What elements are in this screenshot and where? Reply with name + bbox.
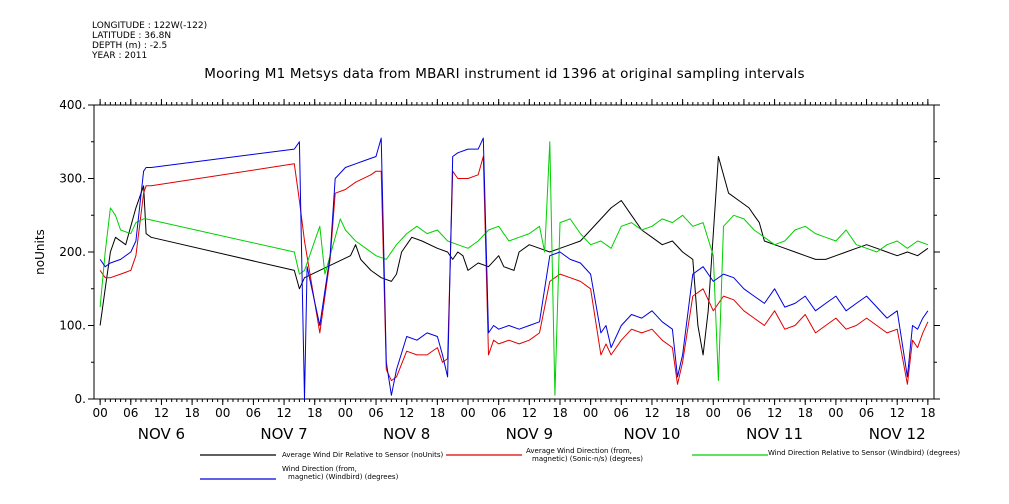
x-day-label: NOV 10 <box>624 425 681 443</box>
x-tick-label: 12 <box>522 406 537 420</box>
x-tick-label: 18 <box>920 406 935 420</box>
series-line-1 <box>99 156 929 385</box>
x-tick-label: 12 <box>399 406 414 420</box>
legend-label-1: Average Wind Direction (from, magnetic) (… <box>526 447 643 463</box>
x-tick-label: 00 <box>460 406 475 420</box>
x-tick-label: 06 <box>246 406 261 420</box>
x-day-label: NOV 6 <box>138 425 185 443</box>
series-line-2 <box>99 141 929 396</box>
plot-frame <box>93 104 935 400</box>
series-layer <box>99 137 929 400</box>
x-day-label: NOV 9 <box>506 425 553 443</box>
x-tick-label: 00 <box>92 406 107 420</box>
x-tick-label: 06 <box>491 406 506 420</box>
x-tick-label: 18 <box>307 406 322 420</box>
axes: 0. 100. 200. 300. 400. 00 06 12 18 00 06 12 18 00 06 12… <box>59 98 940 443</box>
x-tick-label: 00 <box>583 406 598 420</box>
series-line-3 <box>99 137 929 400</box>
series-line-0 <box>99 156 929 356</box>
meta-latitude: LATITUDE : 36.8N <box>92 31 172 41</box>
x-tick-label: 06 <box>368 406 383 420</box>
legend-label-3: Wind Direction (from, magnetic) (Windbird… <box>282 465 399 481</box>
x-tick-label: 18 <box>552 406 567 420</box>
x-tick-label: 12 <box>890 406 905 420</box>
x-tick-label: 06 <box>859 406 874 420</box>
x-day-label: NOV 11 <box>746 425 803 443</box>
x-tick-label: 12 <box>767 406 782 420</box>
y-tick-label: 0. <box>75 392 86 406</box>
x-day-label: NOV 7 <box>260 425 307 443</box>
x-tick-label: 00 <box>706 406 721 420</box>
x-day-label: NOV 8 <box>383 425 430 443</box>
legend-label-2: Wind Direction Relative to Sensor (Windb… <box>768 449 960 457</box>
meta-depth: DEPTH (m) : -2.5 <box>92 41 168 51</box>
x-tick-label: 00 <box>338 406 353 420</box>
x-tick-label: 12 <box>276 406 291 420</box>
legend: Average Wind Dir Relative to Sensor (noU… <box>200 447 960 481</box>
meta-longitude: LONGITUDE : 122W(-122) <box>92 21 208 31</box>
meta-year: YEAR : 2011 <box>92 51 148 61</box>
x-tick-label: 00 <box>828 406 843 420</box>
y-tick-label: 300. <box>59 172 86 186</box>
x-tick-label: 12 <box>154 406 169 420</box>
y-tick-label: 100. <box>59 319 86 333</box>
y-tick-label: 400. <box>59 98 86 112</box>
x-tick-label: 18 <box>184 406 199 420</box>
x-tick-label: 18 <box>798 406 813 420</box>
x-tick-label: 18 <box>430 406 445 420</box>
x-tick-label: 06 <box>614 406 629 420</box>
legend-label-0: Average Wind Dir Relative to Sensor (noU… <box>282 451 443 459</box>
y-tick-label: 200. <box>59 245 86 259</box>
x-tick-label: 00 <box>215 406 230 420</box>
x-day-label: NOV 12 <box>869 425 926 443</box>
y-axis-label: noUnits <box>33 229 47 275</box>
x-tick-label: 06 <box>123 406 138 420</box>
chart-title: Mooring M1 Metsys data from MBARI instru… <box>204 66 805 82</box>
x-tick-label: 06 <box>736 406 751 420</box>
x-tick-label: 18 <box>675 406 690 420</box>
station-metadata: LONGITUDE : 122W(-122) LATITUDE : 36.8N … <box>92 21 207 61</box>
x-tick-label: 12 <box>644 406 659 420</box>
